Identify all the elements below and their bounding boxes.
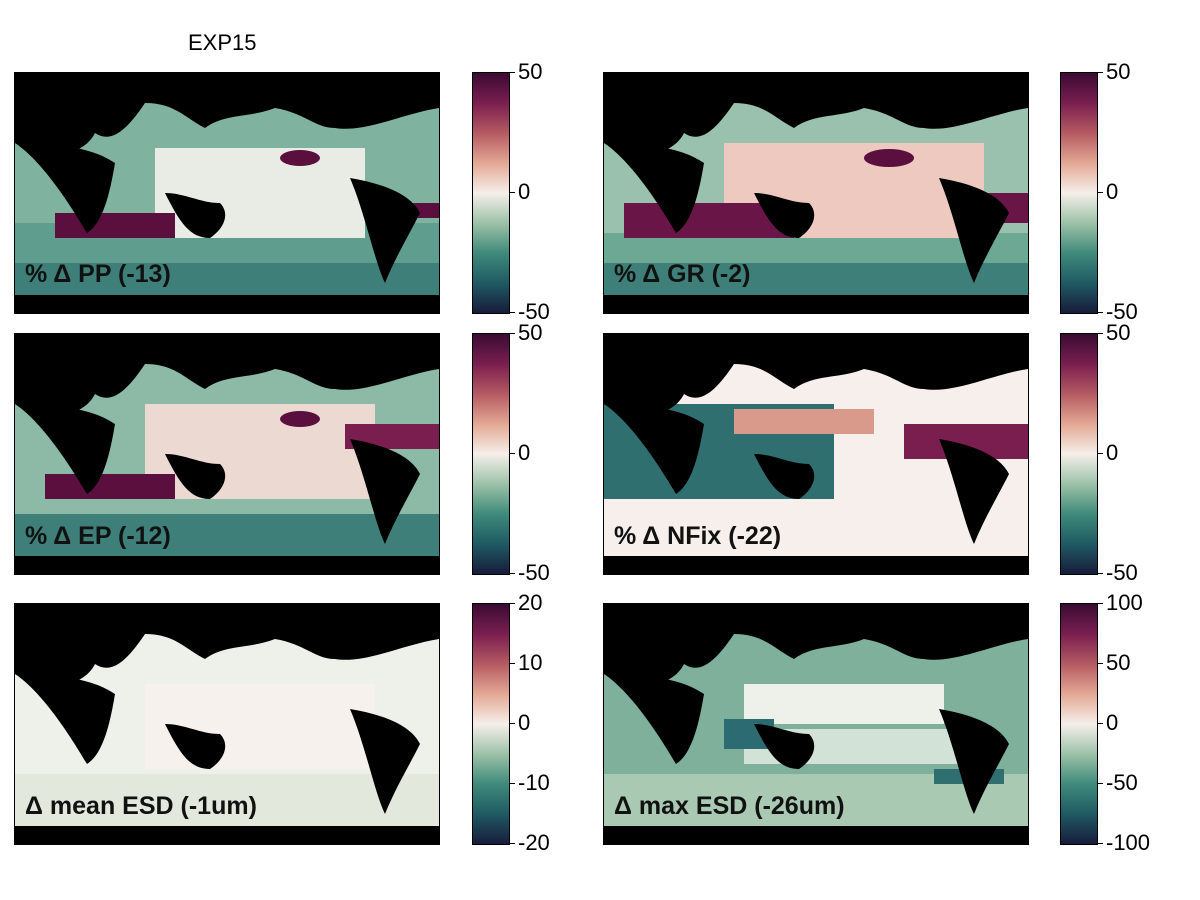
panel-label-nfix: % Δ NFix (-22) bbox=[614, 522, 782, 550]
colorbar-tick-pp-mid: 0 bbox=[518, 179, 531, 204]
colorbar-pp bbox=[472, 72, 510, 314]
figure-title: EXP15 bbox=[188, 30, 257, 55]
colorbar-tick-ep-mid: 0 bbox=[518, 440, 531, 465]
colorbar-mean-esd bbox=[472, 603, 510, 845]
panel-label-mean-esd: Δ mean ESD (-1um) bbox=[25, 792, 257, 820]
colorbar-tick-mean-2: 10 bbox=[518, 650, 543, 675]
colorbar-tick-mean-1: 20 bbox=[518, 590, 543, 615]
colorbar-max-esd bbox=[1060, 603, 1098, 845]
map-panel-ep bbox=[14, 333, 440, 575]
map-panel-gr bbox=[603, 72, 1029, 314]
colorbar-tick-mean-4: -10 bbox=[518, 770, 550, 795]
map-panel-mean-esd bbox=[14, 603, 440, 845]
panel-label-ep: % Δ EP (-12) bbox=[25, 522, 171, 550]
colorbar-tick-pp-top: 50 bbox=[518, 59, 543, 84]
map-panel-nfix bbox=[603, 333, 1029, 575]
colorbar-tick-mean-3: 0 bbox=[518, 710, 531, 735]
map-panel-pp bbox=[14, 72, 440, 314]
map-panel-max-esd bbox=[603, 603, 1029, 845]
panel-label-max-esd: Δ max ESD (-26um) bbox=[614, 792, 845, 820]
colorbar-tick-gr-mid: 0 bbox=[1106, 179, 1119, 204]
panel-label-gr: % Δ GR (-2) bbox=[614, 260, 751, 288]
colorbar-tick-ep-top: 50 bbox=[518, 320, 543, 345]
colorbar-tick-max-2: 50 bbox=[1106, 650, 1131, 675]
panel-label-pp: % Δ PP (-13) bbox=[25, 260, 171, 288]
colorbar-tick-nfix-bottom: -50 bbox=[1106, 560, 1138, 585]
colorbar-tick-max-1: 100 bbox=[1106, 590, 1143, 615]
colorbar-tick-max-3: 0 bbox=[1106, 710, 1119, 735]
colorbar-tick-max-4: -50 bbox=[1106, 770, 1138, 795]
colorbar-tick-nfix-mid: 0 bbox=[1106, 440, 1119, 465]
colorbar-tick-max-5: -100 bbox=[1106, 830, 1151, 855]
colorbar-tick-pp-bottom: -50 bbox=[518, 299, 550, 324]
colorbar-nfix bbox=[1060, 333, 1098, 575]
colorbar-tick-gr-top: 50 bbox=[1106, 59, 1131, 84]
colorbar-ep bbox=[472, 333, 510, 575]
colorbar-gr bbox=[1060, 72, 1098, 314]
colorbar-tick-nfix-top: 50 bbox=[1106, 320, 1131, 345]
colorbar-tick-mean-5: -20 bbox=[518, 830, 550, 855]
colorbar-tick-ep-bottom: -50 bbox=[518, 560, 550, 585]
colorbar-tick-gr-bottom: -50 bbox=[1106, 299, 1138, 324]
